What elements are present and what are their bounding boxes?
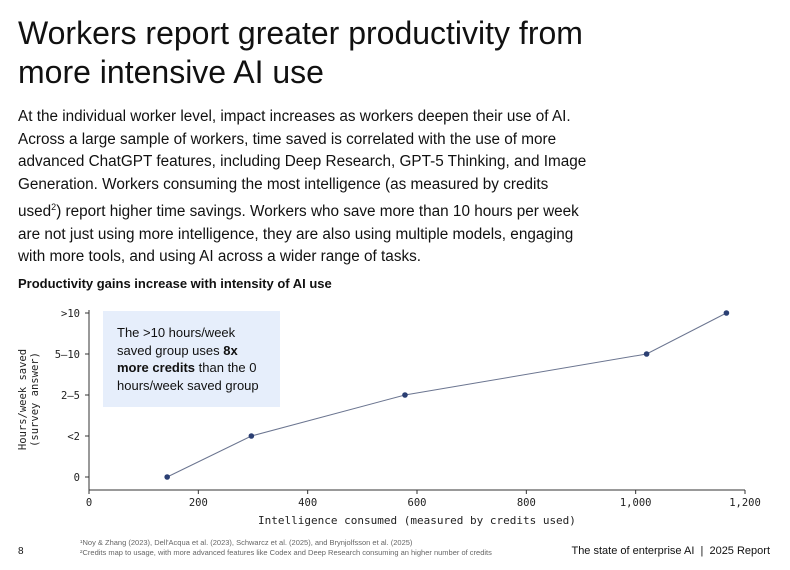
footnote-ref: 2 [51,202,57,212]
data-point [164,474,170,480]
callout-text: than the 0 hours/week saved group [117,360,259,393]
y-axis-label: (survey answer) [29,352,41,447]
callout-box: The >10 hours/week saved group uses 8x m… [103,311,280,407]
x-tick-label: 200 [189,497,208,509]
data-point [402,392,408,398]
x-tick-label: 1,200 [729,497,761,509]
chart-title: Productivity gains increase with intensi… [18,276,332,291]
data-point [643,351,650,357]
y-tick-label: 0 [74,472,80,484]
x-tick-label: 400 [298,497,317,509]
page-title: Workers report greater productivity from… [18,15,583,90]
intro-paragraph: At the individual worker level, impact i… [18,106,588,269]
data-point [248,433,255,439]
callout-text: The >10 hours/week saved group uses [117,325,236,358]
x-tick-label: 0 [86,497,92,509]
y-tick-label: 2–5 [61,390,80,402]
x-tick-label: 800 [517,497,536,509]
y-tick-label: <2 [67,431,80,443]
y-axis-label: Hours/week saved [17,349,29,450]
callout-bold: 8x more credits [117,342,238,376]
x-axis-label: Intelligence consumed (measured by credi… [258,514,576,527]
footnote-1: ¹Noy & Zhang (2023), Dell'Acqua et al. (… [80,538,413,547]
y-tick-label: >10 [61,308,80,320]
report-title: The state of enterprise AI | 2025 Report [571,545,770,557]
y-tick-label: 5–10 [55,349,80,361]
page-number: 8 [18,546,24,557]
data-point [723,310,730,316]
x-tick-label: 600 [408,497,427,509]
x-tick-label: 1,000 [620,497,652,509]
body-text: At the individual worker level, impact i… [18,108,587,221]
footnote-2: ²Credits map to usage, with more advance… [80,548,492,557]
body-text: ) report higher time savings. Workers wh… [18,203,579,266]
